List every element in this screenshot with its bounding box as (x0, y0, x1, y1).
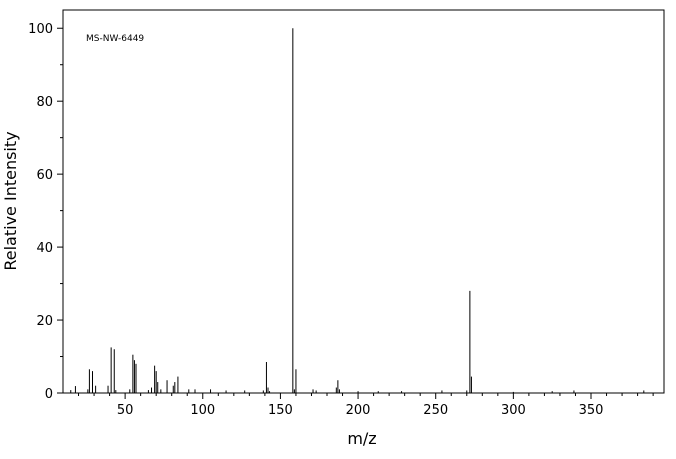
annotation: MS-NW-6449 (86, 34, 144, 44)
x-tick-label: 350 (579, 403, 604, 418)
x-tick-label: 150 (268, 403, 293, 418)
x-tick-label: 300 (501, 403, 526, 418)
y-tick-label: 60 (36, 168, 53, 183)
x-tick-label: 200 (346, 403, 371, 418)
y-tick-label: 0 (45, 387, 53, 402)
y-tick-label: 20 (36, 314, 53, 329)
y-tick-label: 100 (28, 22, 53, 37)
x-tick-label: 250 (423, 403, 448, 418)
x-axis-title: m/z (347, 429, 376, 448)
x-tick-label: 100 (190, 403, 215, 418)
plot-frame (62, 9, 665, 394)
y-axis-title: Relative Intensity (1, 131, 20, 270)
x-tick-label: 50 (117, 403, 134, 418)
y-tick-label: 80 (36, 95, 53, 110)
y-tick-label: 40 (36, 241, 53, 256)
